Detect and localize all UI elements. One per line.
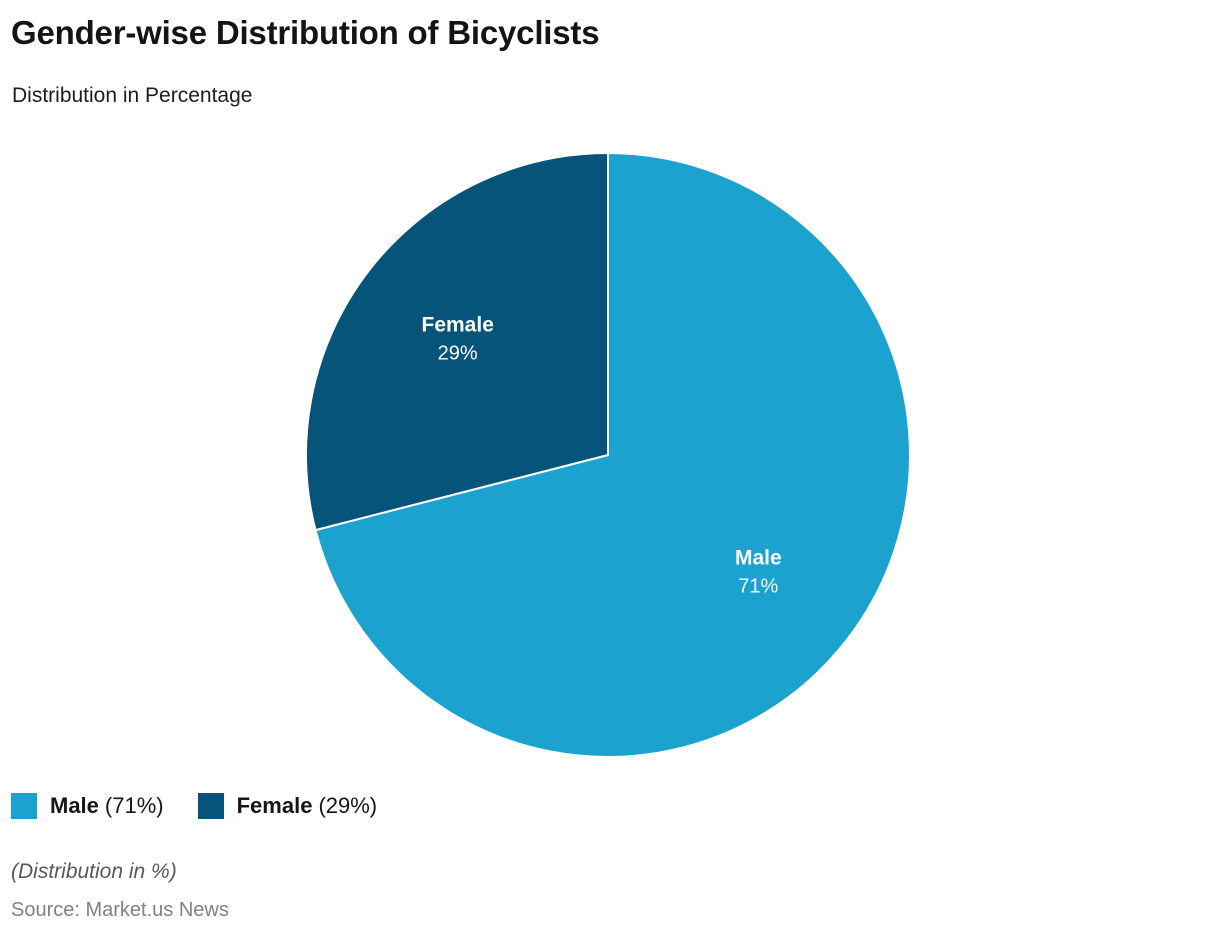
legend-item-male[interactable]: Male (71%): [11, 793, 164, 819]
legend-label: Female: [236, 793, 313, 818]
distribution-note: (Distribution in %): [11, 860, 177, 883]
pie-slice-label-female: Female 29%: [422, 313, 494, 364]
legend: Male (71%) Female (29%): [11, 793, 377, 819]
pie-slice-label-male: Male 71%: [735, 547, 782, 598]
pie-slice-male[interactable]: [314, 152, 911, 758]
pie-slice-female[interactable]: [305, 152, 609, 532]
legend-value: (29%): [318, 793, 378, 818]
chart-subtitle: Distribution in Percentage: [12, 84, 253, 107]
legend-label: Male: [50, 793, 99, 818]
legend-swatch-female-icon: [197, 793, 224, 819]
chart-title: Gender-wise Distribution of Bicyclists: [11, 14, 600, 51]
legend-value: (71%): [104, 793, 164, 818]
legend-swatch-male-icon: [11, 793, 37, 819]
legend-item-female[interactable]: Female (29%): [197, 793, 378, 819]
source-credit: Source: Market.us News: [11, 899, 229, 921]
